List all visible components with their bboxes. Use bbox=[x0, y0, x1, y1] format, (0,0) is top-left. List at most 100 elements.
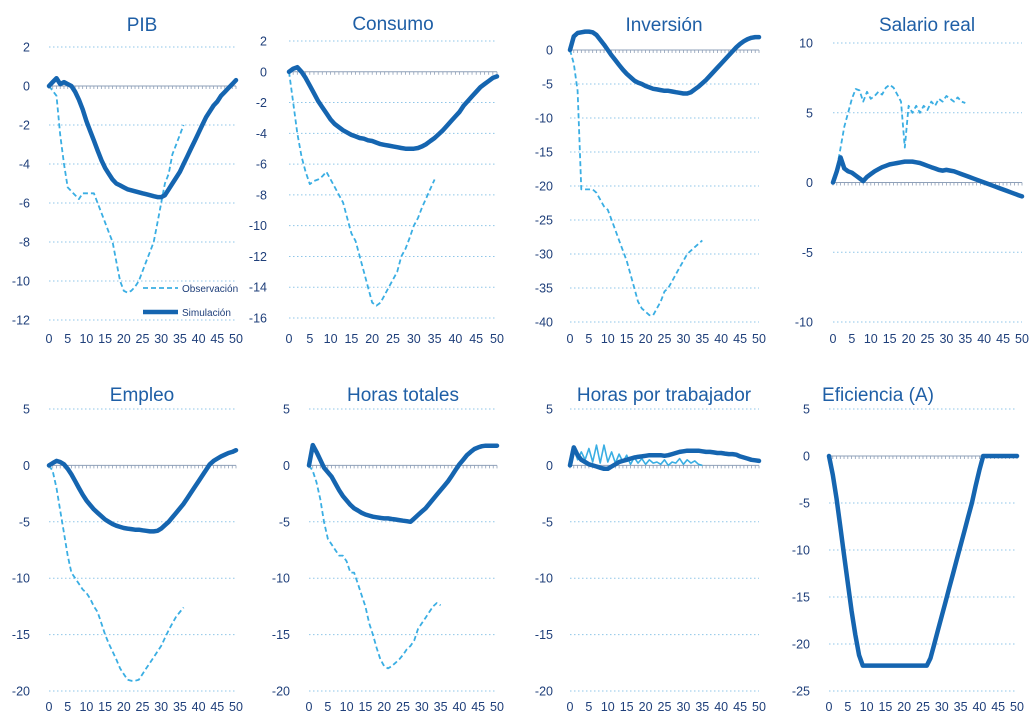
y-tick-label: -15 bbox=[12, 628, 30, 642]
y-tick-label: -10 bbox=[795, 316, 813, 330]
y-tick-label: 5 bbox=[546, 403, 553, 417]
x-tick-label: 15 bbox=[620, 332, 634, 346]
y-tick-label: -8 bbox=[19, 236, 30, 250]
x-tick-label: 15 bbox=[878, 700, 892, 714]
x-tick-label: 30 bbox=[154, 700, 168, 714]
y-tick-label: 5 bbox=[23, 403, 30, 417]
y-tick-label: -20 bbox=[792, 638, 810, 652]
panel-title: Consumo bbox=[352, 14, 433, 35]
series-simulacion-line bbox=[567, 445, 762, 472]
series-simulacion-line bbox=[286, 64, 500, 151]
x-tick-label: 25 bbox=[921, 332, 935, 346]
y-tick-label: -5 bbox=[19, 515, 30, 529]
panel-title: Horas totales bbox=[347, 385, 459, 406]
x-tick-label: 35 bbox=[428, 332, 442, 346]
y-tick-label: 0 bbox=[546, 459, 553, 473]
y-tick-label: -10 bbox=[535, 572, 553, 586]
x-tick-label: 50 bbox=[1015, 332, 1029, 346]
panel-title: Inversión bbox=[625, 15, 702, 36]
x-tick-label: 5 bbox=[585, 332, 592, 346]
y-tick-label: -20 bbox=[12, 685, 30, 699]
x-tick-label: 5 bbox=[64, 332, 71, 346]
x-tick-label: 25 bbox=[658, 332, 672, 346]
x-tick-label: 5 bbox=[306, 332, 313, 346]
x-tick-label: 30 bbox=[676, 332, 690, 346]
y-tick-label: -4 bbox=[19, 158, 30, 172]
y-tick-label: 0 bbox=[23, 80, 30, 94]
y-tick-label: -15 bbox=[272, 628, 290, 642]
y-tick-label: -12 bbox=[12, 314, 30, 328]
panel-title: PIB bbox=[127, 15, 158, 36]
y-tick-label: -6 bbox=[256, 158, 267, 172]
x-tick-label: 20 bbox=[117, 700, 131, 714]
y-tick-label: -10 bbox=[272, 572, 290, 586]
x-tick-label: 20 bbox=[902, 332, 916, 346]
x-tick-label: 25 bbox=[136, 700, 150, 714]
y-tick-label: -10 bbox=[792, 544, 810, 558]
series-observacion-line bbox=[569, 49, 703, 317]
y-tick-label: -14 bbox=[249, 281, 267, 295]
x-tick-label: 15 bbox=[620, 700, 634, 714]
x-tick-label: 45 bbox=[471, 700, 485, 714]
x-tick-label: 0 bbox=[830, 332, 837, 346]
x-tick-label: 0 bbox=[46, 700, 53, 714]
x-tick-label: 40 bbox=[192, 332, 206, 346]
x-tick-label: 45 bbox=[210, 332, 224, 346]
y-tick-label: 0 bbox=[283, 459, 290, 473]
y-tick-label: -35 bbox=[535, 282, 553, 296]
y-tick-label: -15 bbox=[535, 628, 553, 642]
y-tick-label: -15 bbox=[535, 146, 553, 160]
x-tick-label: 0 bbox=[567, 332, 574, 346]
x-tick-label: 35 bbox=[954, 700, 968, 714]
y-tick-label: -5 bbox=[542, 515, 553, 529]
y-tick-label: -12 bbox=[249, 250, 267, 264]
y-tick-label: -10 bbox=[12, 275, 30, 289]
series-observacion-line bbox=[569, 444, 703, 467]
y-tick-label: -5 bbox=[279, 515, 290, 529]
series-simulacion-line bbox=[830, 155, 1025, 199]
x-tick-label: 50 bbox=[752, 332, 766, 346]
x-tick-label: 45 bbox=[733, 332, 747, 346]
y-tick-label: -20 bbox=[535, 180, 553, 194]
x-tick-label: 5 bbox=[844, 700, 851, 714]
x-tick-label: 40 bbox=[714, 332, 728, 346]
x-tick-label: 50 bbox=[490, 700, 504, 714]
x-tick-label: 10 bbox=[79, 332, 93, 346]
x-tick-label: 35 bbox=[173, 700, 187, 714]
series-observacion-line bbox=[48, 464, 185, 682]
y-tick-label: -16 bbox=[249, 312, 267, 326]
x-tick-label: 10 bbox=[79, 700, 93, 714]
x-tick-label: 50 bbox=[229, 332, 243, 346]
legend: Observación Simulación bbox=[143, 284, 238, 319]
y-tick-label: 5 bbox=[283, 403, 290, 417]
x-tick-label: 40 bbox=[714, 700, 728, 714]
x-tick-label: 20 bbox=[365, 332, 379, 346]
x-tick-label: 0 bbox=[286, 332, 293, 346]
x-tick-label: 0 bbox=[567, 700, 574, 714]
x-tick-label: 45 bbox=[996, 332, 1010, 346]
x-tick-label: 40 bbox=[452, 700, 466, 714]
series-observacion-line bbox=[308, 464, 442, 670]
panel-eficiencia-a: Eficiencia (A)50-5-10-15-20-250 5 10 15 20 25… bbox=[792, 385, 1024, 714]
x-tick-label: 35 bbox=[695, 332, 709, 346]
x-tick-label: 0 bbox=[826, 700, 833, 714]
x-tick-label: 5 bbox=[848, 332, 855, 346]
x-tick-label: 10 bbox=[864, 332, 878, 346]
y-tick-label: -5 bbox=[799, 497, 810, 511]
x-tick-label: 35 bbox=[173, 332, 187, 346]
x-tick-label: 40 bbox=[448, 332, 462, 346]
x-tick-label: 45 bbox=[733, 700, 747, 714]
x-tick-label: 50 bbox=[1010, 700, 1024, 714]
x-tick-label: 50 bbox=[490, 332, 504, 346]
x-tick-label: 5 bbox=[585, 700, 592, 714]
x-tick-label: 30 bbox=[407, 332, 421, 346]
y-tick-label: 0 bbox=[806, 176, 813, 190]
x-tick-label: 45 bbox=[991, 700, 1005, 714]
x-tick-label: 15 bbox=[344, 332, 358, 346]
x-tick-label: 35 bbox=[434, 700, 448, 714]
series-simulacion-line bbox=[567, 29, 762, 96]
